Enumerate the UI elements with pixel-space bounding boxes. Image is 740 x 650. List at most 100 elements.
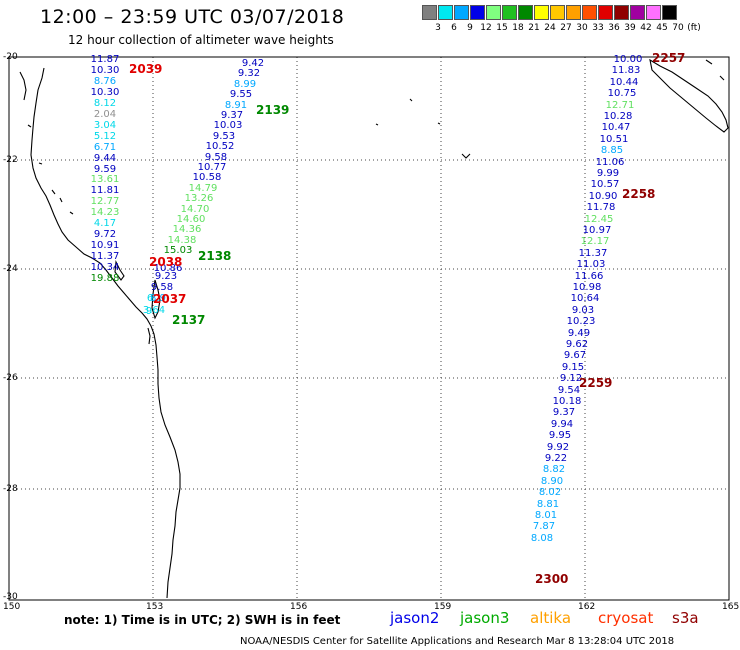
wave-height-value: 9.67 [563,350,587,361]
wave-height-value: 9.99 [596,168,620,179]
wave-height-value: 8.82 [542,464,566,475]
wave-height-value: 10.51 [599,134,629,145]
wave-height-value: 7.87 [532,521,556,532]
wave-height-value: 3.64 [142,305,166,316]
color-scale-swatch [486,5,501,20]
color-scale-swatch [502,5,517,20]
lon-label-165: 165 [722,602,740,612]
color-scale-label: 27 [560,23,572,33]
map-frame [8,56,730,601]
wave-height-value: 15.03 [163,245,193,256]
wave-height-value: 14.70 [180,204,210,215]
lat-label-28: -28 [3,484,18,494]
wave-height-value: 9.42 [241,58,265,69]
wave-height-value: 10.18 [552,396,582,407]
legend-s3a: s3a [672,609,699,627]
wave-height-value: 10.30 [90,87,120,98]
time-label: 2258 [622,187,656,201]
wave-height-value: 14.36 [172,224,202,235]
wave-height-value: 9.59 [93,164,117,175]
wave-height-value: 10.77 [197,162,227,173]
wave-height-value: 10.34 [90,262,120,273]
wave-height-value: 8.81 [536,499,560,510]
lat-label-24: -24 [3,264,18,274]
time-label: 2139 [256,103,290,117]
coral-sea-islet-3 [375,123,379,126]
wave-height-value: 9.15 [561,362,585,373]
wave-height-value: 10.90 [588,191,618,202]
time-label: 2039 [129,62,163,76]
wave-height-value: 11.66 [574,271,604,282]
lat-label-30: -30 [3,592,18,602]
color-scale-swatch [646,5,661,20]
wave-height-value: 9.37 [220,110,244,121]
wave-height-value: 10.23 [566,316,596,327]
color-scale-label: 33 [592,23,604,33]
wave-height-value: 9.62 [565,339,589,350]
color-scale-swatch [534,5,549,20]
wave-height-value: 14.79 [188,183,218,194]
wave-height-value: 10.58 [192,172,222,183]
color-scale-swatch [662,5,677,20]
wave-height-value: 9.94 [550,419,574,430]
color-scale-swatch [630,5,645,20]
gridlines [9,57,729,600]
color-scale-label: 6 [451,23,457,33]
wave-height-value: 11.03 [576,259,606,270]
wave-height-value: 14.23 [90,207,120,218]
legend-altika: altika [530,609,572,627]
wave-height-value: 8.01 [534,510,558,521]
fraser-island [151,279,161,320]
wave-height-value: 8.90 [540,476,564,487]
wave-height-value: 8.9 [150,293,166,304]
time-label: 2137 [172,313,206,327]
new-caledonia [649,58,729,133]
color-scale-label: 70 [672,23,684,33]
coral-sea-islet-1 [409,98,413,102]
wave-height-value: 12.71 [605,100,635,111]
wave-height-value: 5.12 [93,131,117,142]
time-label: 2037 [153,292,187,306]
wave-height-value: 9.03 [571,305,595,316]
color-scale-swatch [454,5,469,20]
wave-height-value: 10.64 [570,293,600,304]
whitsunday-islands [51,189,74,215]
wave-height-value: 9.95 [548,430,572,441]
reef-island-1 [27,124,32,128]
wave-height-value: 13.61 [90,174,120,185]
color-scale-label: 12 [480,23,492,33]
color-scale-swatch [614,5,629,20]
wave-height-value: 11.06 [595,157,625,168]
time-label: 2257 [652,51,686,65]
color-scale-label: 45 [656,23,668,33]
coastline [19,58,729,599]
wave-height-value: 8.12 [93,98,117,109]
wave-height-value: 8.08 [530,533,554,544]
wave-height-value: 12.17 [580,236,610,247]
color-scale-swatches [422,5,678,20]
wave-height-value: 10.52 [205,141,235,152]
wave-height-value: 9.22 [544,453,568,464]
wave-height-value: 6.71 [93,142,117,153]
time-label: 2300 [535,572,569,586]
lon-label-162: 162 [578,602,596,612]
legend-cryosat: cryosat [598,609,654,627]
color-scale-swatch [598,5,613,20]
reef-island-2 [38,162,43,165]
wave-height-value: 12.45 [584,214,614,225]
wave-height-value: 11.81 [90,185,120,196]
color-scale-swatch [438,5,453,20]
wave-height-value: 10.00 [613,54,643,65]
color-scale-labels: 3 6 9 12 15 18 21 24 27 30 33 36 39 42 45 70 (ft) [422,23,740,35]
color-scale: 3 6 9 12 15 18 21 24 27 30 33 36 39 42 45 70 (ft) [422,5,701,33]
wave-height-value: 10.30 [90,65,120,76]
legend-jason3: jason3 [460,609,510,627]
color-scale-label: 39 [624,23,636,33]
color-scale-label: 30 [576,23,588,33]
wave-height-value: 9.49 [567,328,591,339]
wave-height-value: 9.58 [150,282,174,293]
lon-label-153: 153 [146,602,164,612]
wave-height-value: 10.28 [603,111,633,122]
wave-height-value: 9.92 [546,442,570,453]
